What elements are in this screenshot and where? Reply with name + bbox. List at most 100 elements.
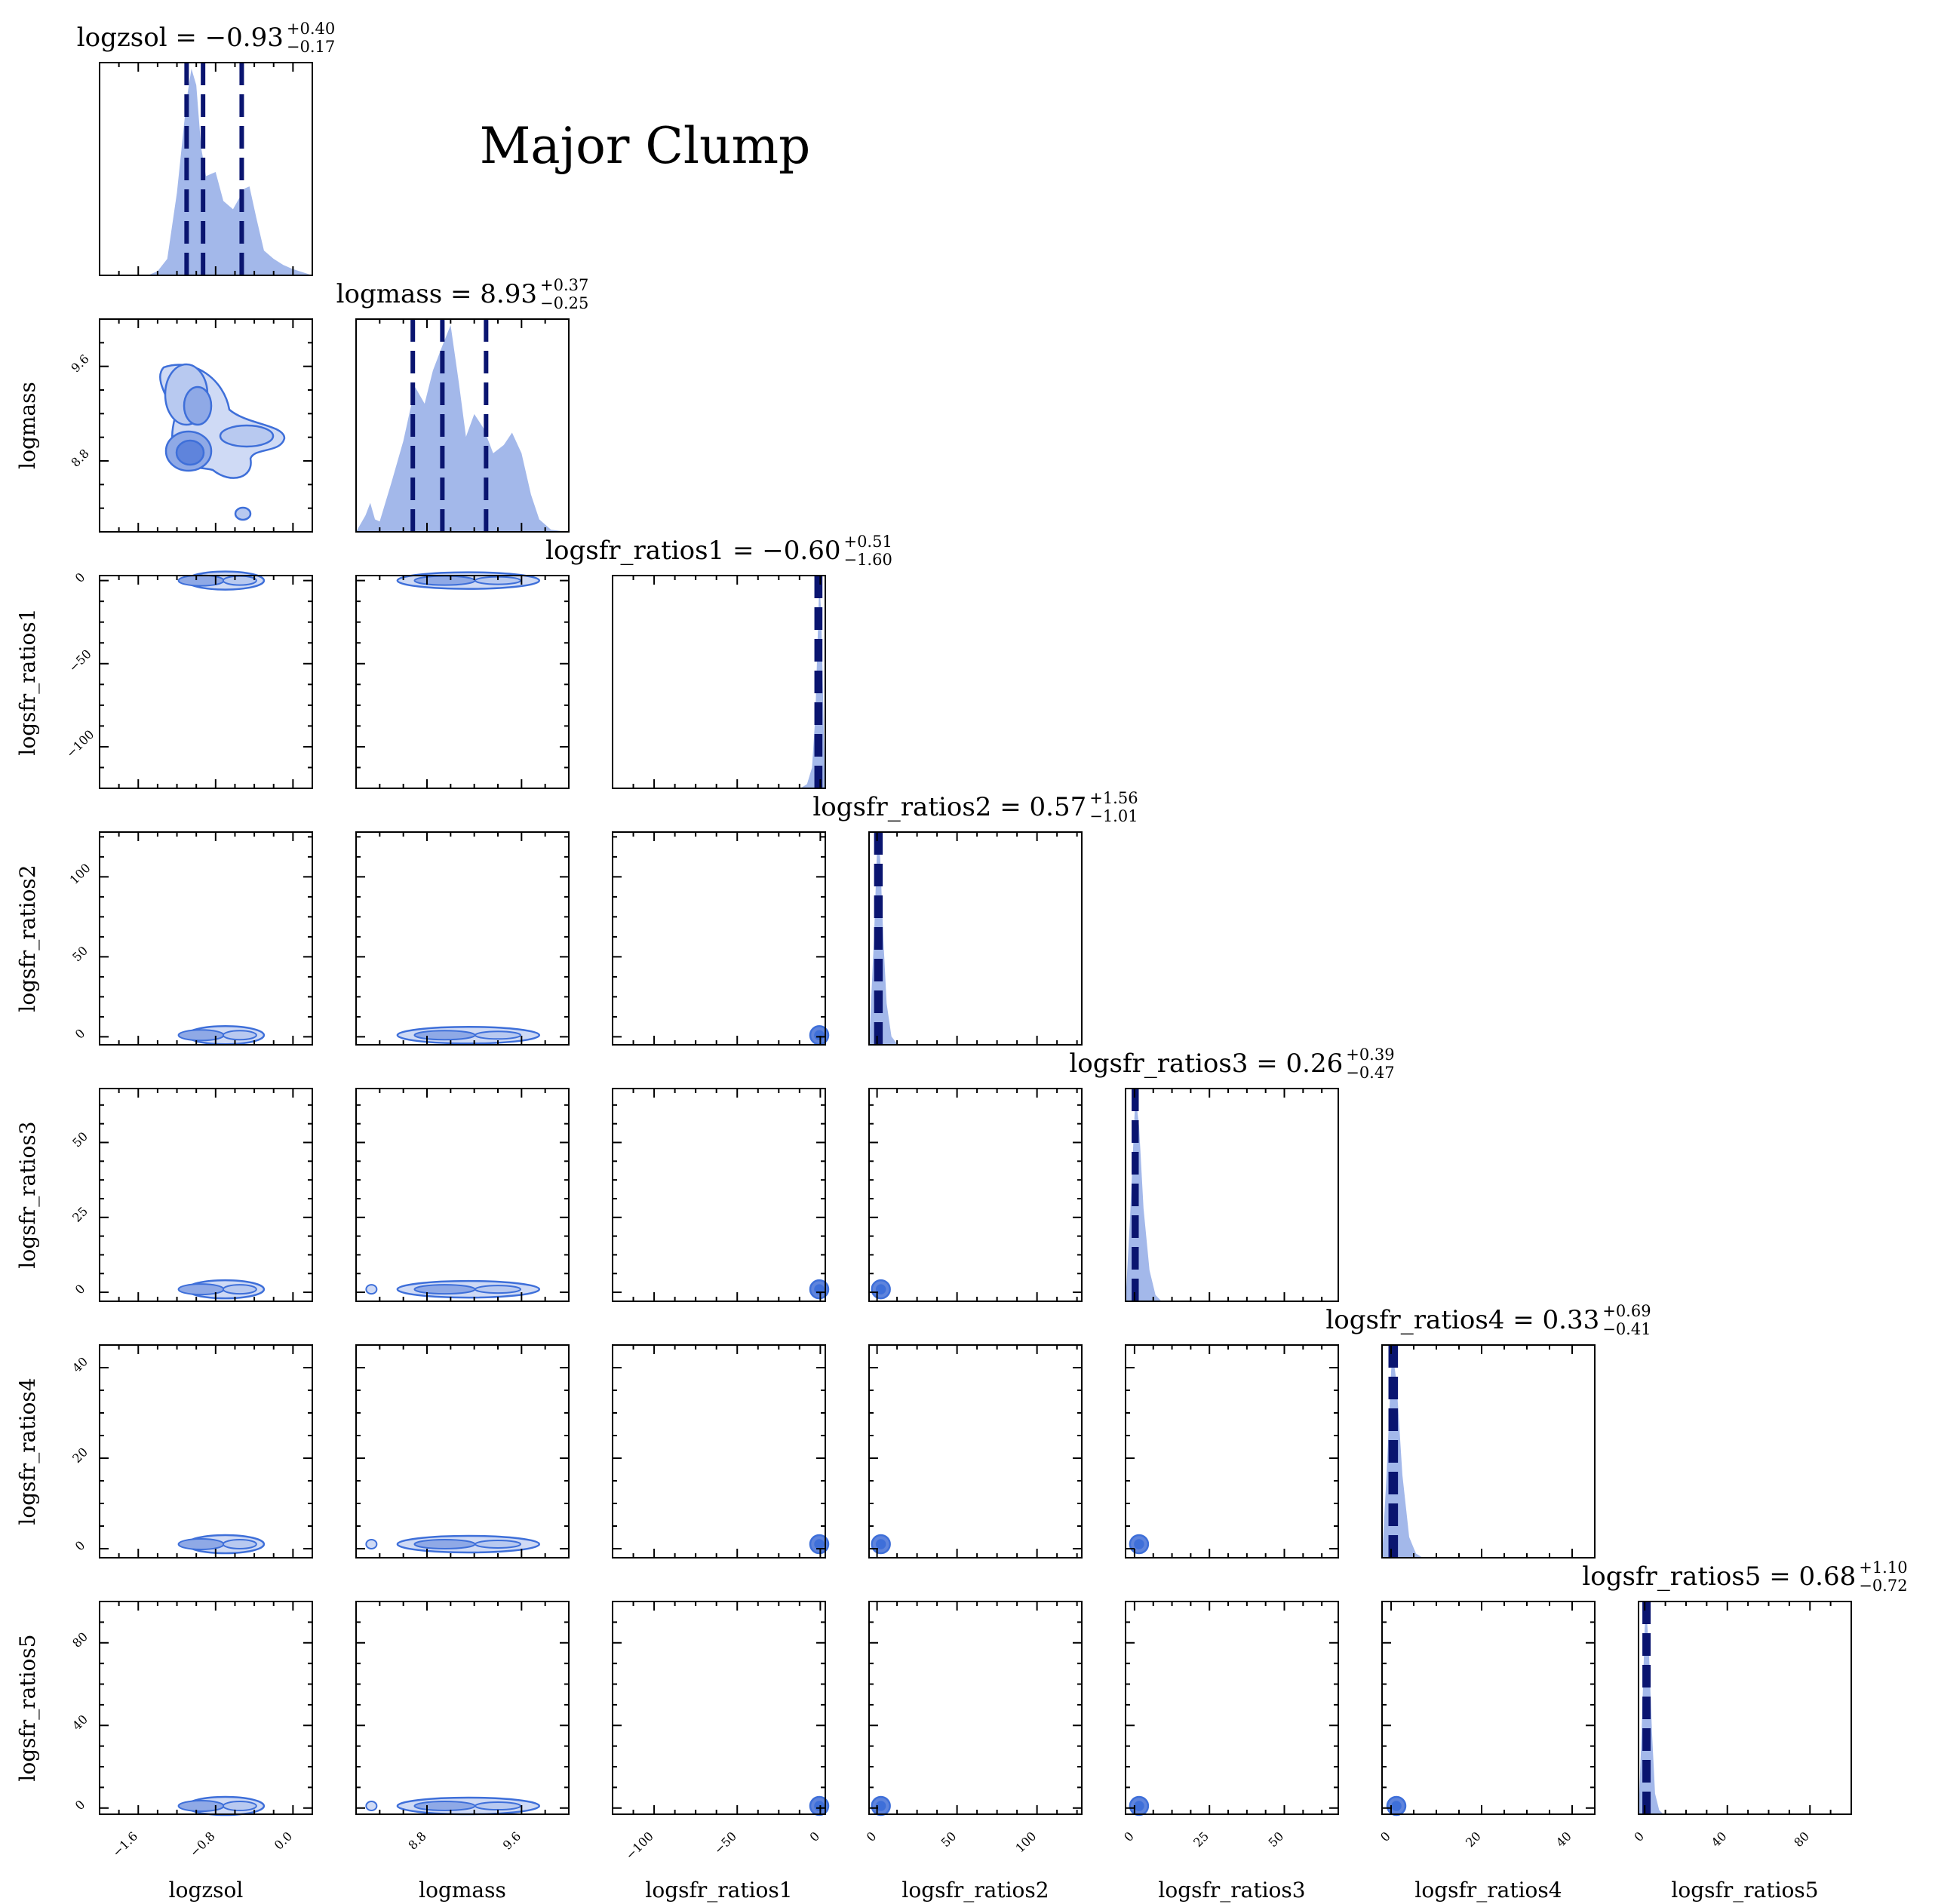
density-contour — [413, 1030, 476, 1041]
density-contour — [475, 1540, 521, 1549]
panel-frame — [868, 1344, 1083, 1559]
panel-border — [99, 318, 313, 533]
panel-frame — [1381, 1601, 1596, 1815]
density-contour — [814, 1801, 825, 1811]
panel-border — [868, 1088, 1083, 1302]
y-axis-label: logsfr_ratios1 — [15, 608, 40, 755]
density-contour — [475, 1285, 521, 1294]
panel-frame — [99, 318, 313, 533]
density-contour — [1134, 1801, 1144, 1811]
panel-frame — [612, 1088, 826, 1302]
panel-frame — [1381, 1344, 1596, 1559]
x-axis-label: logsfr_ratios4 — [1414, 1878, 1562, 1902]
y-axis-label: logmass — [15, 382, 40, 469]
panel-border — [355, 1088, 570, 1302]
panel-frame — [99, 575, 313, 789]
x-tick-label: 0 — [807, 1829, 823, 1844]
panel-frame — [99, 1601, 313, 1815]
density-contour — [183, 385, 213, 426]
marginal-density — [100, 69, 312, 275]
panel-title-lower-error: −1.60 — [843, 551, 892, 569]
panel-title-lower-error: −0.41 — [1602, 1320, 1651, 1338]
x-axis-label: logsfr_ratios5 — [1671, 1878, 1818, 1902]
x-axis-label: logmass — [419, 1878, 506, 1902]
x-tick-label: 0 — [864, 1829, 880, 1844]
panel-border — [868, 831, 1083, 1046]
x-tick-label: 40 — [1709, 1829, 1730, 1850]
panel-frame — [99, 831, 313, 1046]
panel-border — [1381, 1601, 1596, 1815]
density-contour — [814, 1030, 825, 1041]
density-contour — [475, 1801, 521, 1811]
panel-border — [99, 575, 313, 789]
y-tick-label: 40 — [69, 1712, 91, 1733]
y-tick-label: 8.8 — [68, 446, 91, 469]
density-contour — [177, 1800, 225, 1813]
panel-title-upper-error: +0.40 — [287, 20, 335, 38]
panel-title: logsfr_ratios5 = 0.68 — [1582, 1562, 1856, 1592]
panel-title: logsfr_ratios2 = 0.57 — [812, 792, 1086, 822]
panel-frame — [1638, 1601, 1852, 1815]
marginal-density — [613, 582, 825, 788]
panel-border — [355, 1601, 570, 1815]
density-contour — [177, 1029, 225, 1042]
panel-border — [1125, 1344, 1339, 1559]
density-contour — [234, 506, 252, 521]
panel-frame — [1125, 1088, 1339, 1302]
panel-title-upper-error: +0.39 — [1346, 1046, 1394, 1064]
density-contour — [177, 1538, 225, 1550]
panel-frame — [612, 1601, 826, 1815]
density-contour — [475, 1030, 521, 1040]
panel-frame — [612, 1344, 826, 1559]
density-contour — [222, 1539, 257, 1549]
panel-border — [99, 1601, 313, 1815]
density-contour — [875, 1284, 886, 1294]
panel-title-lower-error: −0.17 — [287, 38, 335, 56]
y-tick-label: −100 — [63, 727, 97, 761]
panel-border — [355, 1344, 570, 1559]
panel-frame — [355, 831, 570, 1046]
panel-border — [355, 831, 570, 1046]
panel-frame — [612, 831, 826, 1046]
x-tick-label: 9.6 — [500, 1829, 524, 1852]
density-contour — [875, 1539, 886, 1549]
density-contour — [222, 1284, 257, 1295]
panel-frame — [1125, 1601, 1339, 1815]
x-tick-label: 50 — [938, 1829, 960, 1850]
panel-title-upper-error: +0.51 — [843, 533, 892, 551]
x-tick-label: −50 — [711, 1829, 739, 1856]
density-contour — [177, 574, 225, 587]
density-contour — [177, 1283, 225, 1296]
panel-frame — [355, 1601, 570, 1815]
y-tick-label: 80 — [69, 1629, 91, 1651]
density-contour — [222, 1801, 257, 1812]
panel-frame — [355, 575, 570, 789]
density-contour — [222, 575, 257, 586]
panel-frame — [355, 318, 570, 533]
panel-border — [99, 1344, 313, 1559]
panel-frame — [868, 831, 1083, 1046]
panel-title-upper-error: +0.37 — [540, 276, 588, 294]
y-tick-label: −50 — [66, 646, 94, 674]
x-tick-label: 25 — [1190, 1829, 1212, 1850]
density-contour — [1134, 1539, 1144, 1549]
y-tick-label: 9.6 — [68, 352, 91, 375]
x-axis-label: logzsol — [169, 1878, 244, 1902]
x-tick-label: 20 — [1463, 1829, 1484, 1850]
panel-frame — [99, 1088, 313, 1302]
panel-border — [1125, 1601, 1339, 1815]
figure-suptitle: Major Clump — [480, 117, 811, 175]
panel-frame — [355, 1088, 570, 1302]
y-tick-label: 25 — [69, 1204, 91, 1225]
density-contour — [365, 1539, 378, 1549]
panel-title-upper-error: +0.69 — [1602, 1302, 1651, 1320]
y-tick-label: 0 — [72, 1538, 88, 1554]
panel-title: logsfr_ratios3 = 0.26 — [1069, 1049, 1343, 1079]
y-axis-label: logsfr_ratios2 — [15, 864, 40, 1012]
panel-frame — [355, 1344, 570, 1559]
panel-border — [612, 1601, 826, 1815]
panel-title: logsfr_ratios4 = 0.33 — [1325, 1305, 1599, 1335]
panel-title-lower-error: −1.01 — [1089, 807, 1138, 825]
